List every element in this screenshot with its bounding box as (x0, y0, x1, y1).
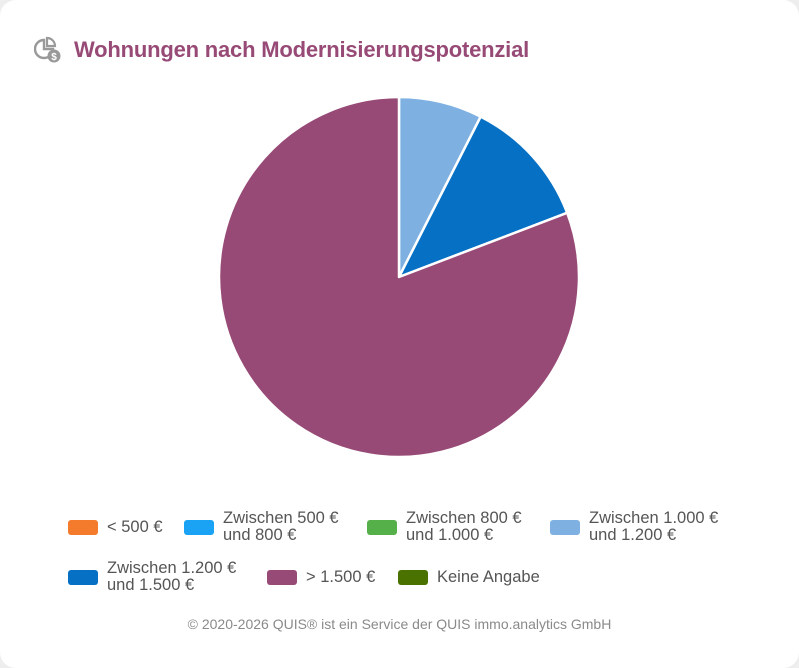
chart-title: Wohnungen nach Modernisierungspotenzial (74, 37, 530, 62)
legend-label: Zwischen 1.000 € und 1.200 € (589, 509, 719, 544)
legend-label: Keine Angabe (437, 568, 540, 586)
legend-label: Zwischen 1.200 € und 1.500 € (107, 559, 237, 594)
legend-item-over-1500[interactable]: > 1.500 € (267, 569, 375, 586)
legend-swatch (398, 570, 428, 585)
legend-label: Zwischen 500 € und 800 € (223, 509, 339, 544)
legend-item-keine-angabe[interactable]: Keine Angabe (398, 569, 540, 586)
pie-slice[interactable] (397, 115, 569, 279)
legend: < 500 € Zwischen 500 € und 800 € Zwischen… (68, 510, 718, 594)
legend-swatch (68, 569, 98, 585)
chart-header: $ Wohnungen nach Modernisierungspotenzia… (34, 36, 529, 64)
legend-item-800-1000[interactable]: Zwischen 800 € und 1.000 € (367, 510, 522, 544)
legend-label: > 1.500 € (306, 568, 376, 586)
legend-item-1000-1200[interactable]: Zwischen 1.000 € und 1.200 € (550, 510, 718, 544)
legend-swatch (267, 570, 297, 585)
legend-label: Zwischen 800 € und 1.000 € (406, 509, 522, 544)
copyright-footer: © 2020-2026 QUIS® ist ein Service der QU… (187, 616, 612, 632)
legend-item-1200-1500[interactable]: Zwischen 1.200 € und 1.500 € (68, 560, 236, 594)
pie-chart (217, 95, 581, 459)
svg-text:$: $ (51, 52, 57, 63)
legend-swatch (367, 519, 397, 535)
pie-slice[interactable] (217, 95, 581, 459)
legend-item-500-800[interactable]: Zwischen 500 € und 800 € (184, 510, 339, 544)
legend-swatch (68, 520, 98, 535)
legend-swatch (550, 519, 580, 535)
pie-chart-euro-icon: $ (34, 36, 61, 63)
legend-swatch (184, 519, 214, 535)
legend-label: < 500 € (107, 518, 163, 536)
legend-item-under-500[interactable]: < 500 € (68, 519, 163, 536)
